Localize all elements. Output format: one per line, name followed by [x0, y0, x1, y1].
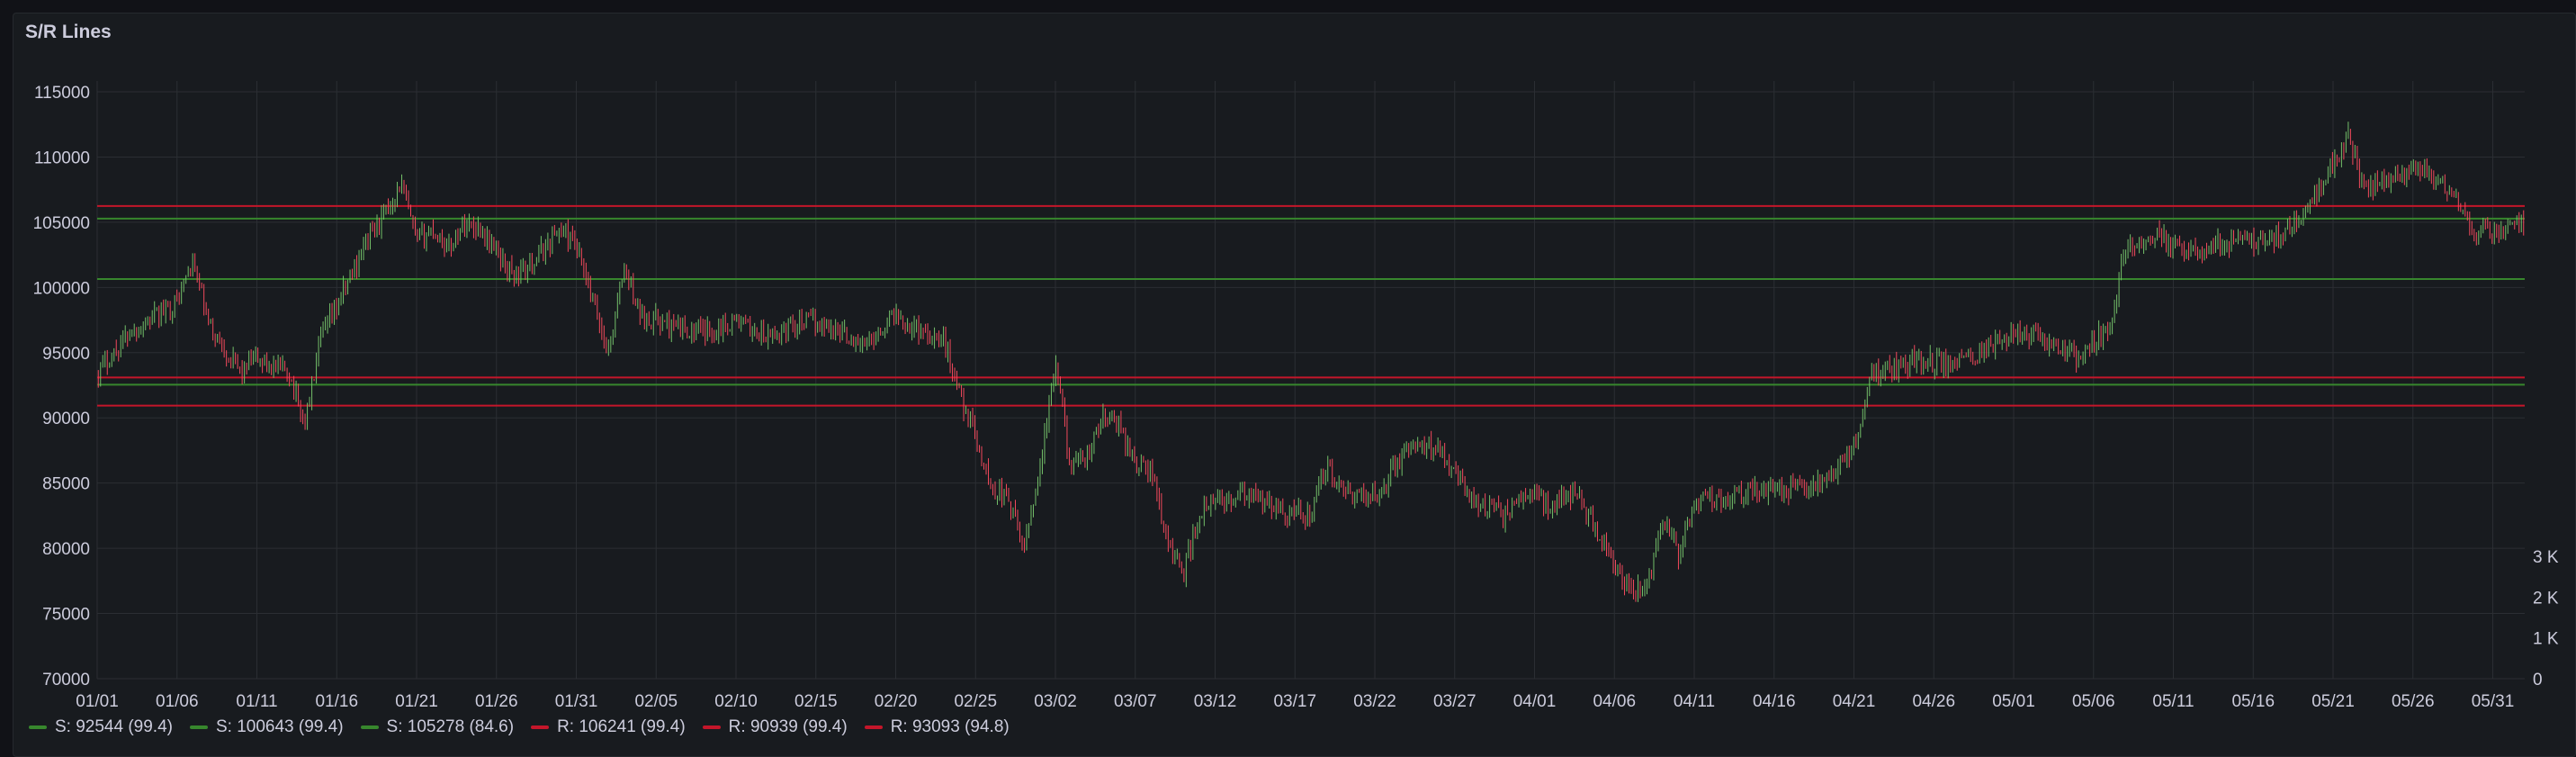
- x-tick-label: 01/31: [555, 692, 598, 711]
- y-tick-label: 75000: [42, 606, 90, 625]
- legend-item[interactable]: R: 90939 (99.4): [702, 717, 848, 737]
- x-tick-label: 01/26: [475, 692, 518, 711]
- legend-item[interactable]: S: 100643 (99.4): [189, 717, 344, 737]
- x-axis: 01/01 01/06 01/11 01/16 01/21 01/26 01/31 02/05…: [76, 692, 2514, 711]
- panel-title: S/R Lines: [25, 22, 112, 42]
- legend-item[interactable]: S: 92544 (99.4): [29, 717, 173, 737]
- legend-label: R: 106241 (99.4): [557, 717, 686, 736]
- x-tick-label: 03/17: [1273, 692, 1316, 711]
- x-tick-label: 03/02: [1034, 692, 1077, 711]
- y-tick-label: 80000: [42, 540, 90, 559]
- x-tick-label: 03/07: [1114, 692, 1157, 711]
- legend-swatch: [864, 725, 883, 729]
- y2-tick-label: 2 K: [2533, 589, 2559, 608]
- y2-tick-label: 3 K: [2533, 548, 2559, 567]
- x-tick-label: 02/20: [875, 692, 918, 711]
- y-axis: 115000 110000 105000 100000 95000 90000 85000 8…: [33, 84, 90, 689]
- y2-tick-label: 1 K: [2533, 630, 2559, 649]
- y-tick-label: 105000: [33, 214, 90, 233]
- legend-swatch: [189, 725, 208, 729]
- y-tick-label: 90000: [42, 410, 90, 428]
- x-tick-label: 01/06: [156, 692, 199, 711]
- x-tick-label: 05/06: [2072, 692, 2115, 711]
- x-tick-label: 05/11: [2152, 692, 2194, 711]
- legend-item[interactable]: R: 93093 (94.8): [864, 717, 1010, 737]
- grid: [96, 81, 2525, 680]
- legend-label: S: 92544 (99.4): [55, 717, 173, 736]
- x-tick-label: 01/01: [76, 692, 119, 711]
- x-tick-label: 02/15: [794, 692, 838, 711]
- candles: [97, 122, 2525, 602]
- legend-swatch: [531, 725, 550, 729]
- x-tick-label: 01/21: [395, 692, 438, 711]
- legend-label: R: 93093 (94.8): [890, 717, 1010, 736]
- x-tick-label: 01/16: [315, 692, 358, 711]
- y-tick-label: 115000: [34, 84, 90, 103]
- y-tick-label: 95000: [42, 345, 90, 364]
- x-tick-label: 04/11: [1674, 692, 1715, 711]
- legend-swatch: [360, 725, 379, 729]
- legend-item[interactable]: R: 106241 (99.4): [531, 717, 686, 737]
- x-tick-label: 05/21: [2311, 692, 2355, 711]
- y-tick-label: 100000: [33, 279, 90, 298]
- x-tick-label: 03/27: [1433, 692, 1476, 711]
- x-tick-label: 03/12: [1194, 692, 1237, 711]
- legend-label: S: 100643 (99.4): [215, 717, 344, 736]
- x-tick-label: 02/10: [714, 692, 758, 711]
- y2-tick-label: 0: [2533, 671, 2543, 689]
- x-tick-label: 05/26: [2392, 692, 2435, 711]
- y-tick-label: 110000: [34, 149, 90, 167]
- x-tick-label: 05/31: [2472, 692, 2515, 711]
- sr-lines: [97, 204, 2525, 407]
- x-tick-label: 02/05: [634, 692, 678, 711]
- x-tick-label: 02/25: [954, 692, 997, 711]
- legend-label: R: 90939 (99.4): [728, 717, 848, 736]
- x-tick-label: 04/06: [1593, 692, 1636, 711]
- x-tick-label: 04/21: [1833, 692, 1876, 711]
- y2-axis: 3 K 2 K 1 K 0: [2533, 548, 2559, 689]
- x-tick-label: 05/16: [2231, 692, 2275, 711]
- legend-swatch: [29, 725, 47, 729]
- x-tick-label: 04/01: [1513, 692, 1557, 711]
- x-tick-label: 03/22: [1353, 692, 1396, 711]
- y-tick-label: 85000: [42, 475, 90, 494]
- legend-label: S: 105278 (84.6): [386, 717, 515, 736]
- x-tick-label: 05/01: [1992, 692, 2035, 711]
- legend-swatch: [702, 725, 721, 729]
- x-tick-label: 01/11: [236, 692, 277, 711]
- x-tick-label: 04/26: [1912, 692, 1955, 711]
- legend: S: 92544 (99.4) S: 100643 (99.4) S: 105278…: [29, 717, 1010, 737]
- x-tick-label: 04/16: [1753, 692, 1796, 711]
- y-tick-label: 70000: [42, 671, 90, 689]
- legend-item[interactable]: S: 105278 (84.6): [360, 717, 515, 737]
